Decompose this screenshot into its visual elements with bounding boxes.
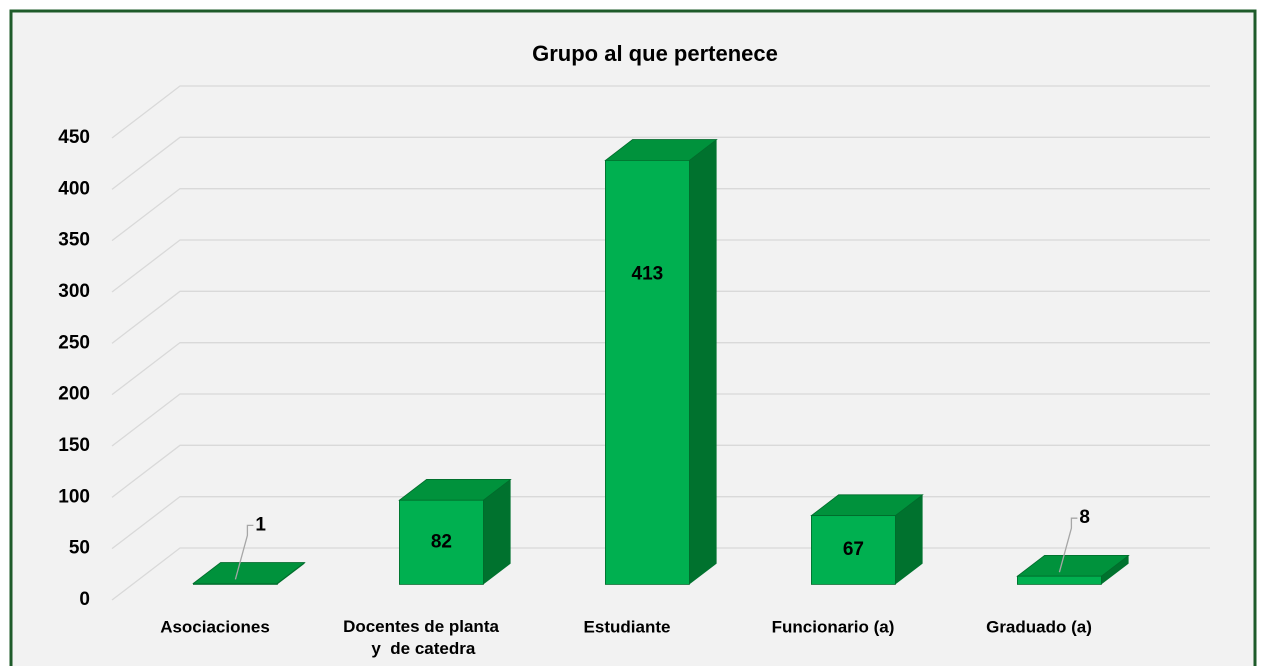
grid-line <box>111 188 1210 242</box>
bar <box>1017 575 1102 585</box>
bar-side <box>1101 555 1129 585</box>
bar <box>811 515 896 585</box>
grid-line <box>111 444 1210 498</box>
y-tick-label: 350 <box>58 230 90 251</box>
y-tick-label: 100 <box>58 486 90 507</box>
chart-title: Grupo al que pertenece <box>532 41 778 66</box>
y-tick-label: 50 <box>69 538 90 559</box>
y-tick-label: 150 <box>58 435 90 456</box>
data-label: 413 <box>632 263 664 284</box>
y-tick-label: 250 <box>58 332 90 353</box>
grid-line <box>111 393 1210 447</box>
bar-side <box>483 479 511 585</box>
data-label: 67 <box>843 539 864 560</box>
grid-line <box>111 290 1210 344</box>
bar-side <box>689 139 717 585</box>
y-tick-label: 300 <box>58 281 90 302</box>
x-tick-label: Estudiante <box>584 617 671 636</box>
y-tick-label: 400 <box>58 178 90 199</box>
bar-side <box>895 494 923 585</box>
grid-line <box>111 85 1210 139</box>
x-tick-label: Graduado (a) <box>986 617 1092 636</box>
bar <box>398 499 484 585</box>
x-tick-label: Docentes de planta y de catedra <box>343 617 499 658</box>
data-label: 82 <box>431 531 452 552</box>
y-tick-label: 200 <box>58 384 90 405</box>
bar <box>192 582 278 585</box>
y-tick-label: 0 <box>79 589 90 610</box>
x-tick-label: Funcionario (a) <box>772 617 895 636</box>
grid-line <box>111 239 1210 293</box>
data-label: 8 <box>1079 507 1090 528</box>
y-tick-label: 450 <box>58 127 90 148</box>
bar <box>605 159 690 585</box>
grid-line <box>111 136 1210 190</box>
frame-border <box>9 9 1257 666</box>
x-tick-label: Asociaciones <box>160 617 270 636</box>
leader-line <box>1058 517 1078 573</box>
data-label: 1 <box>255 514 266 535</box>
leader-line <box>234 524 254 580</box>
grid-line <box>111 342 1210 396</box>
